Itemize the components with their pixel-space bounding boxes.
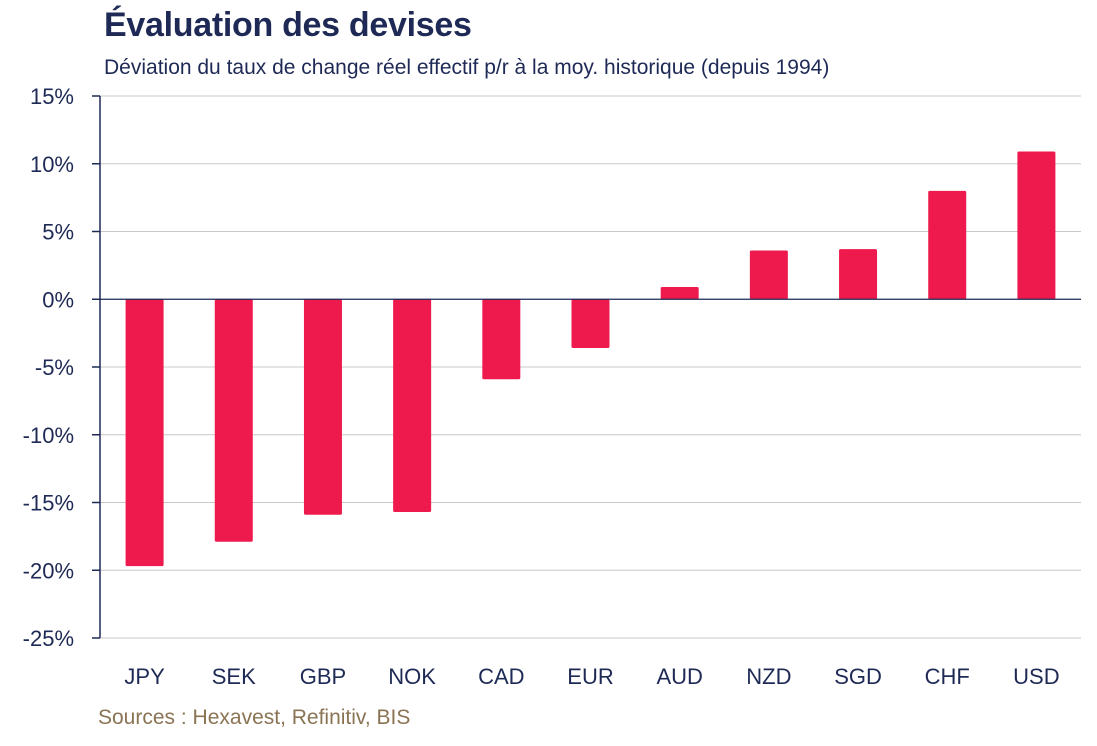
bar-sek — [214, 299, 253, 542]
bar-usd — [1017, 151, 1056, 300]
bar-chf — [928, 190, 967, 300]
y-tick-label: 15% — [30, 84, 74, 109]
x-tick-label: NZD — [746, 664, 791, 689]
bar-nzd — [749, 250, 788, 300]
x-tick-label: EUR — [567, 664, 613, 689]
y-tick-label: 5% — [42, 220, 74, 245]
bar-gbp — [303, 299, 342, 515]
y-tick-label: 10% — [30, 152, 74, 177]
bar-aud — [660, 287, 699, 300]
x-tick-label: CHF — [925, 664, 970, 689]
x-tick-label: AUD — [656, 664, 702, 689]
x-tick-label: SEK — [212, 664, 256, 689]
x-tick-label: USD — [1013, 664, 1059, 689]
x-tick-label: SGD — [834, 664, 882, 689]
bar-cad — [482, 299, 521, 380]
bar-jpy — [125, 299, 164, 567]
x-tick-label: JPY — [124, 664, 165, 689]
y-tick-label: -15% — [23, 491, 74, 516]
x-tick-label: NOK — [388, 664, 436, 689]
y-tick-label: -20% — [23, 558, 74, 583]
y-tick-label: -5% — [35, 355, 74, 380]
y-tick-label: -10% — [23, 423, 74, 448]
x-tick-label: CAD — [478, 664, 524, 689]
y-tick-label: -25% — [23, 626, 74, 651]
bar-sgd — [839, 249, 878, 300]
y-tick-label: 0% — [42, 287, 74, 312]
chart-title: Évaluation des devises — [104, 6, 472, 44]
x-tick-label: GBP — [300, 664, 346, 689]
bar-eur — [571, 299, 610, 349]
source-note: Sources : Hexavest, Refinitiv, BIS — [98, 706, 411, 729]
chart-subtitle: Déviation du taux de change réel effecti… — [104, 56, 830, 79]
bar-nok — [393, 299, 432, 512]
